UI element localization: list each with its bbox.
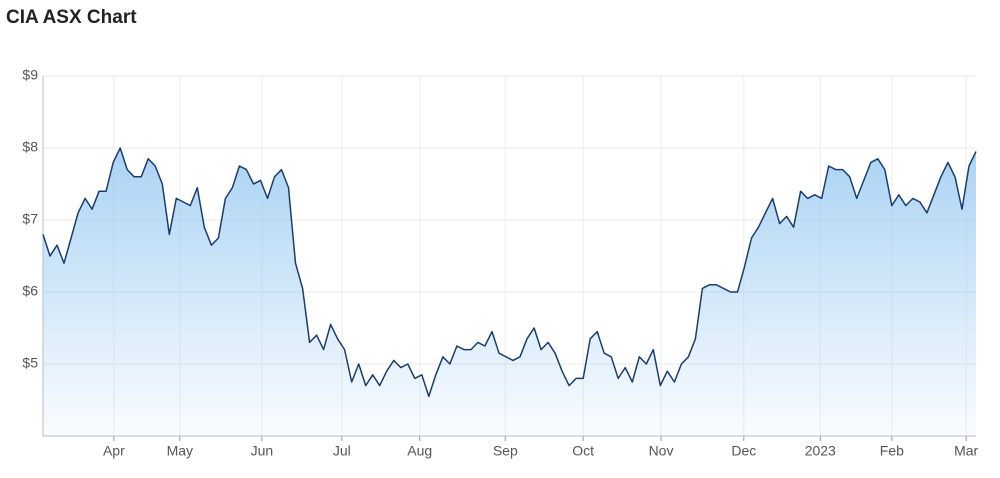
x-tick-label: Sep: [493, 443, 518, 459]
x-tick-label: Nov: [649, 443, 674, 459]
x-tick-label: 2023: [805, 443, 836, 459]
line: [42, 147, 977, 398]
y-tick-label: $8: [22, 139, 38, 155]
y-tick-label: $9: [22, 67, 38, 83]
y-tick-label: $6: [22, 283, 38, 299]
x-tick-label: Apr: [103, 443, 125, 459]
chart-title: CIA ASX Chart: [6, 7, 137, 28]
area: [43, 148, 976, 436]
x-tick-label: Dec: [731, 443, 756, 459]
x-tick-label: Jun: [251, 443, 274, 459]
x-tick-label: May: [167, 443, 193, 459]
x-tick-label: Oct: [572, 443, 594, 459]
x-tick-label: Jul: [333, 443, 351, 459]
x-tick-label: Feb: [880, 443, 904, 459]
x-tick-label: Aug: [407, 443, 432, 459]
y-tick-label: $7: [22, 211, 38, 227]
x-tick-label: Mar: [954, 443, 978, 459]
y-tick-label: $5: [22, 355, 38, 371]
